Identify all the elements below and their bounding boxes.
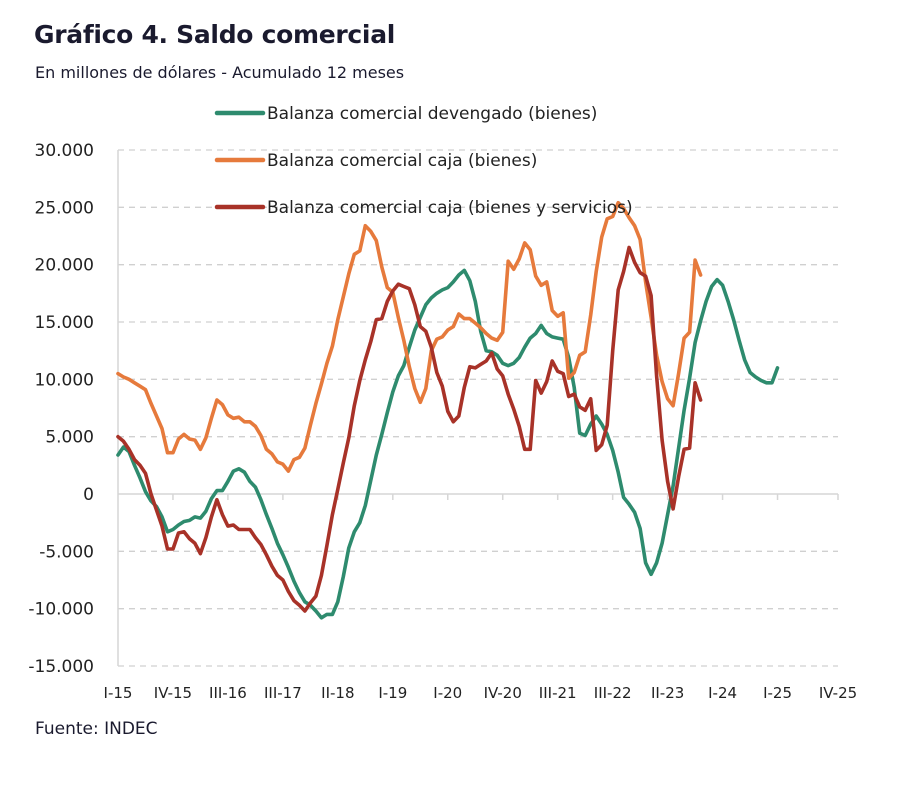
axes: [117, 150, 839, 666]
y-tick-label: 0: [83, 485, 94, 505]
grid-lines: [118, 149, 838, 667]
series-line-1: [116, 268, 780, 620]
x-tick-label: I-15: [104, 684, 133, 702]
x-tick-label: I-20: [433, 684, 462, 702]
series-line-3: [116, 245, 703, 613]
x-tick-label: IV-25: [819, 684, 857, 702]
x-tick-label: III-16: [209, 684, 247, 702]
x-tick-label: II-18: [321, 684, 354, 702]
y-tick-label: 25.000: [35, 198, 94, 218]
x-tick-label: II-23: [651, 684, 684, 702]
y-tick-label: 10.000: [35, 370, 94, 390]
x-tick-label: I-25: [763, 684, 792, 702]
y-tick-label: -15.000: [28, 657, 94, 677]
x-tick-label: III-17: [264, 684, 302, 702]
x-tick-label: I-19: [378, 684, 407, 702]
legend-label-3: Balanza comercial caja (bienes y servici…: [267, 198, 633, 218]
y-tick-label: -10.000: [28, 600, 94, 620]
x-tick-label: III-21: [539, 684, 577, 702]
y-tick-label: 20.000: [35, 256, 94, 276]
x-tick-label: IV-15: [154, 684, 192, 702]
y-axis-tick-labels: 30.000 25.000 20.000 15.000 10.000 5.000 0 -5.0…: [28, 141, 94, 677]
x-tick-label: III-22: [594, 684, 632, 702]
legend-label-2: Balanza comercial caja (bienes): [267, 151, 537, 171]
x-tick-label: I-24: [708, 684, 737, 702]
y-tick-label: -5.000: [39, 542, 94, 562]
source-note: Fuente: INDEC: [35, 719, 158, 739]
y-tick-label: 30.000: [35, 141, 94, 161]
x-axis-tick-labels: I-15 IV-15 III-16 III-17 II-18 I-19 I-20 IV-20 I…: [104, 684, 858, 702]
legend-label-1: Balanza comercial devengado (bienes): [267, 104, 597, 124]
chart-title: Gráfico 4. Saldo comercial: [34, 20, 396, 49]
series-line-2: [116, 200, 703, 473]
chart-subtitle: En millones de dólares - Acumulado 12 me…: [35, 63, 405, 82]
y-tick-label: 15.000: [35, 313, 94, 333]
y-tick-label: 5.000: [45, 428, 94, 448]
series-lines: [116, 200, 780, 620]
legend: Balanza comercial devengado (bienes) Bala…: [214, 104, 633, 218]
x-tick-label: IV-20: [484, 684, 522, 702]
